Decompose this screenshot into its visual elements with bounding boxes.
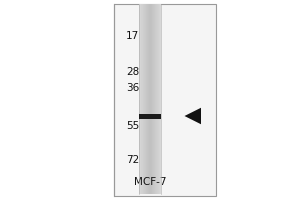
Bar: [150, 4, 151, 194]
Text: 72: 72: [126, 155, 140, 165]
Bar: [154, 4, 155, 194]
Bar: [139, 4, 140, 194]
Bar: [154, 4, 155, 194]
Bar: [152, 4, 153, 194]
Bar: [149, 4, 150, 194]
Bar: [155, 4, 156, 194]
Bar: [159, 4, 160, 194]
Bar: [156, 4, 157, 194]
Bar: [145, 4, 146, 194]
Bar: [160, 4, 161, 194]
Polygon shape: [184, 108, 201, 124]
Bar: [153, 4, 154, 194]
Bar: [158, 4, 159, 194]
Bar: [160, 4, 161, 194]
Text: 36: 36: [126, 83, 140, 93]
Bar: [139, 114, 161, 118]
Bar: [151, 4, 152, 194]
Bar: [114, 4, 216, 196]
Text: 17: 17: [126, 31, 140, 41]
Bar: [141, 4, 142, 194]
Bar: [148, 4, 149, 194]
Bar: [144, 4, 145, 194]
Bar: [142, 4, 143, 194]
Bar: [147, 4, 148, 194]
Bar: [146, 4, 147, 194]
Bar: [140, 4, 141, 194]
Bar: [157, 4, 158, 194]
Bar: [143, 4, 144, 194]
Text: 28: 28: [126, 67, 140, 77]
Text: MCF-7: MCF-7: [134, 177, 166, 187]
Text: 55: 55: [126, 121, 140, 131]
